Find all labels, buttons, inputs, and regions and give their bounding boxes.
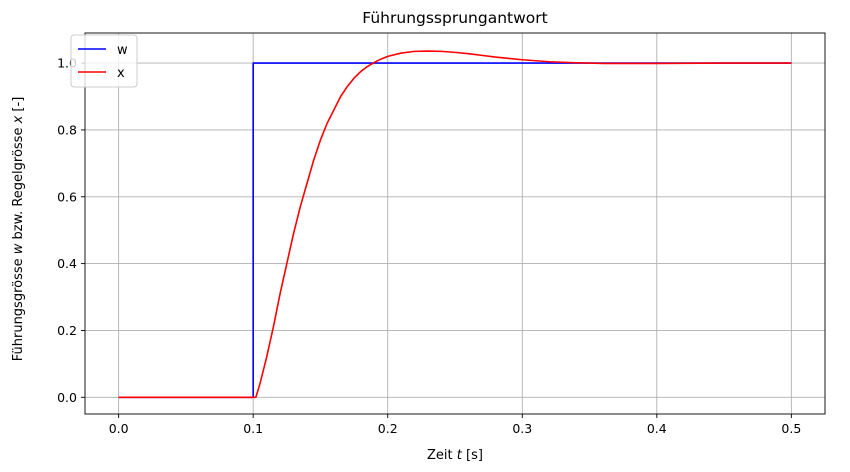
y-tick-label: 0.6 <box>57 189 77 204</box>
legend: w x <box>70 34 138 88</box>
y-axis-label: Führungsgrösse w bzw. Regelgrösse x [-] <box>11 97 26 362</box>
data-series <box>118 50 792 399</box>
x-axis-label: Zeit t [s] <box>427 448 483 463</box>
y-tick-label: 0.4 <box>57 256 77 271</box>
axes-frame <box>84 32 826 415</box>
legend-label-x: x <box>117 66 125 81</box>
legend-box <box>70 34 138 88</box>
chart-title: Führungssprungantwort <box>362 9 547 27</box>
x-tick-label: 0.2 <box>378 421 398 436</box>
x-tick-label: 0.1 <box>243 421 263 436</box>
x-tick-label: 0.4 <box>647 421 667 436</box>
legend-label-w: w <box>117 43 128 58</box>
y-tick-label: 0.8 <box>57 122 77 137</box>
grid-lines <box>85 33 825 414</box>
x-tick-label: 0.3 <box>512 421 532 436</box>
y-tick-label: 0.0 <box>57 390 77 405</box>
y-tick-label: 0.2 <box>57 323 77 338</box>
x-tick-label: 0.0 <box>109 421 129 436</box>
x-tick-label: 0.5 <box>781 421 801 436</box>
x-tick-labels: 0.0 0.1 0.2 0.3 0.4 0.5 <box>109 421 802 436</box>
series-line-x <box>118 50 792 399</box>
